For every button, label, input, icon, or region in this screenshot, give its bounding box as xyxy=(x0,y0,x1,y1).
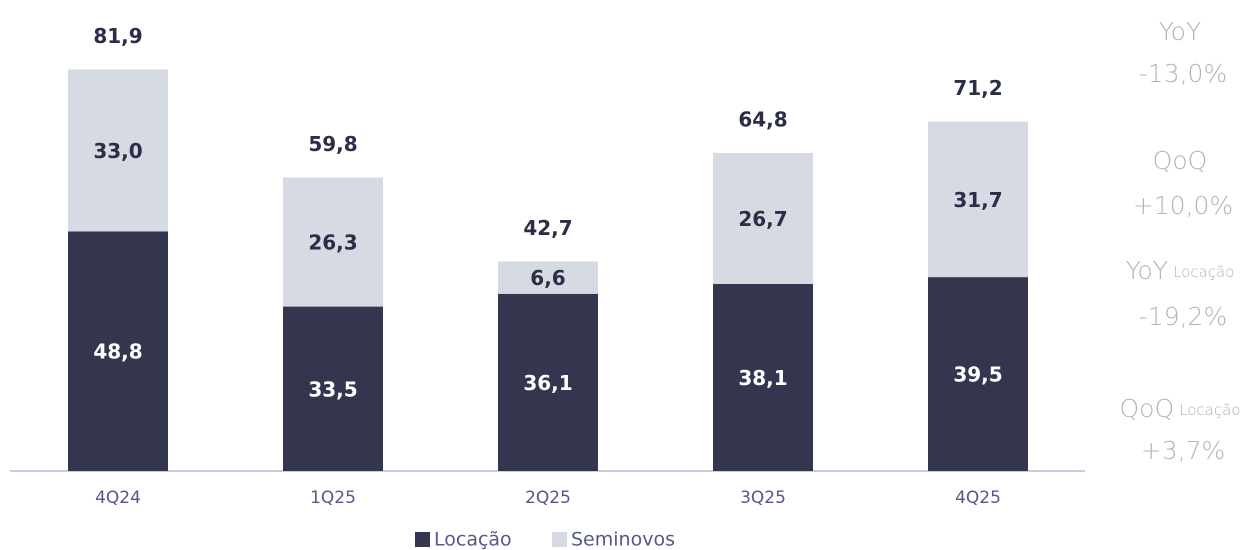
annotation-sublabel: Locação xyxy=(1173,263,1234,281)
annotation-value: -13,0% xyxy=(1139,59,1227,88)
annotation-title: YoY xyxy=(1159,17,1202,46)
segment-label: 39,5 xyxy=(953,363,1002,387)
annotation-title: QoQ xyxy=(1120,394,1175,423)
segment-label: 48,8 xyxy=(93,340,142,364)
annotation-label: YoY xyxy=(1159,17,1202,46)
annotation-label: YoY Locação xyxy=(1126,256,1235,285)
bar-segment xyxy=(283,306,383,471)
annotation-value: +3,7% xyxy=(1141,436,1225,465)
bar-segment xyxy=(283,177,383,307)
legend-swatch xyxy=(552,532,567,547)
legend-swatch xyxy=(415,532,430,547)
bar-segment xyxy=(928,121,1028,278)
x-tick-label: 4Q25 xyxy=(955,488,1001,508)
segment-label: 38,1 xyxy=(738,366,787,390)
bar-segment xyxy=(68,69,168,232)
annotation-value: -19,2% xyxy=(1139,302,1227,331)
x-tick-label: 2Q25 xyxy=(525,488,571,508)
annotation-label: QoQ Locação xyxy=(1120,394,1241,423)
bar-segment xyxy=(498,293,598,471)
total-label: 59,8 xyxy=(308,132,357,156)
x-tick-label: 4Q24 xyxy=(95,488,141,508)
bar-segment xyxy=(713,283,813,471)
segment-label: 33,0 xyxy=(93,139,142,163)
annotation-title: QoQ xyxy=(1153,146,1208,175)
x-tick-label: 3Q25 xyxy=(740,488,786,508)
annotation-title: YoY xyxy=(1126,256,1169,285)
segment-label: 6,6 xyxy=(530,266,565,290)
annotation-value: +10,0% xyxy=(1133,191,1233,220)
legend-label: Locação xyxy=(434,529,512,550)
bar-segment xyxy=(68,231,168,471)
annotation-sublabel: Locação xyxy=(1179,401,1240,419)
segment-label: 26,7 xyxy=(738,207,787,231)
total-label: 81,9 xyxy=(93,24,142,48)
bar-segment xyxy=(928,277,1028,471)
total-label: 42,7 xyxy=(523,216,572,240)
bar-segment xyxy=(498,261,598,294)
segment-label: 26,3 xyxy=(308,231,357,255)
legend-label: Seminovos xyxy=(571,529,675,550)
segment-label: 36,1 xyxy=(523,371,572,395)
total-label: 64,8 xyxy=(738,107,787,131)
x-tick-label: 1Q25 xyxy=(310,488,356,508)
segment-label: 31,7 xyxy=(953,188,1002,212)
total-label: 71,2 xyxy=(953,76,1002,100)
bar-segment xyxy=(713,152,813,284)
annotation-label: QoQ xyxy=(1153,146,1208,175)
segment-label: 33,5 xyxy=(308,377,357,401)
